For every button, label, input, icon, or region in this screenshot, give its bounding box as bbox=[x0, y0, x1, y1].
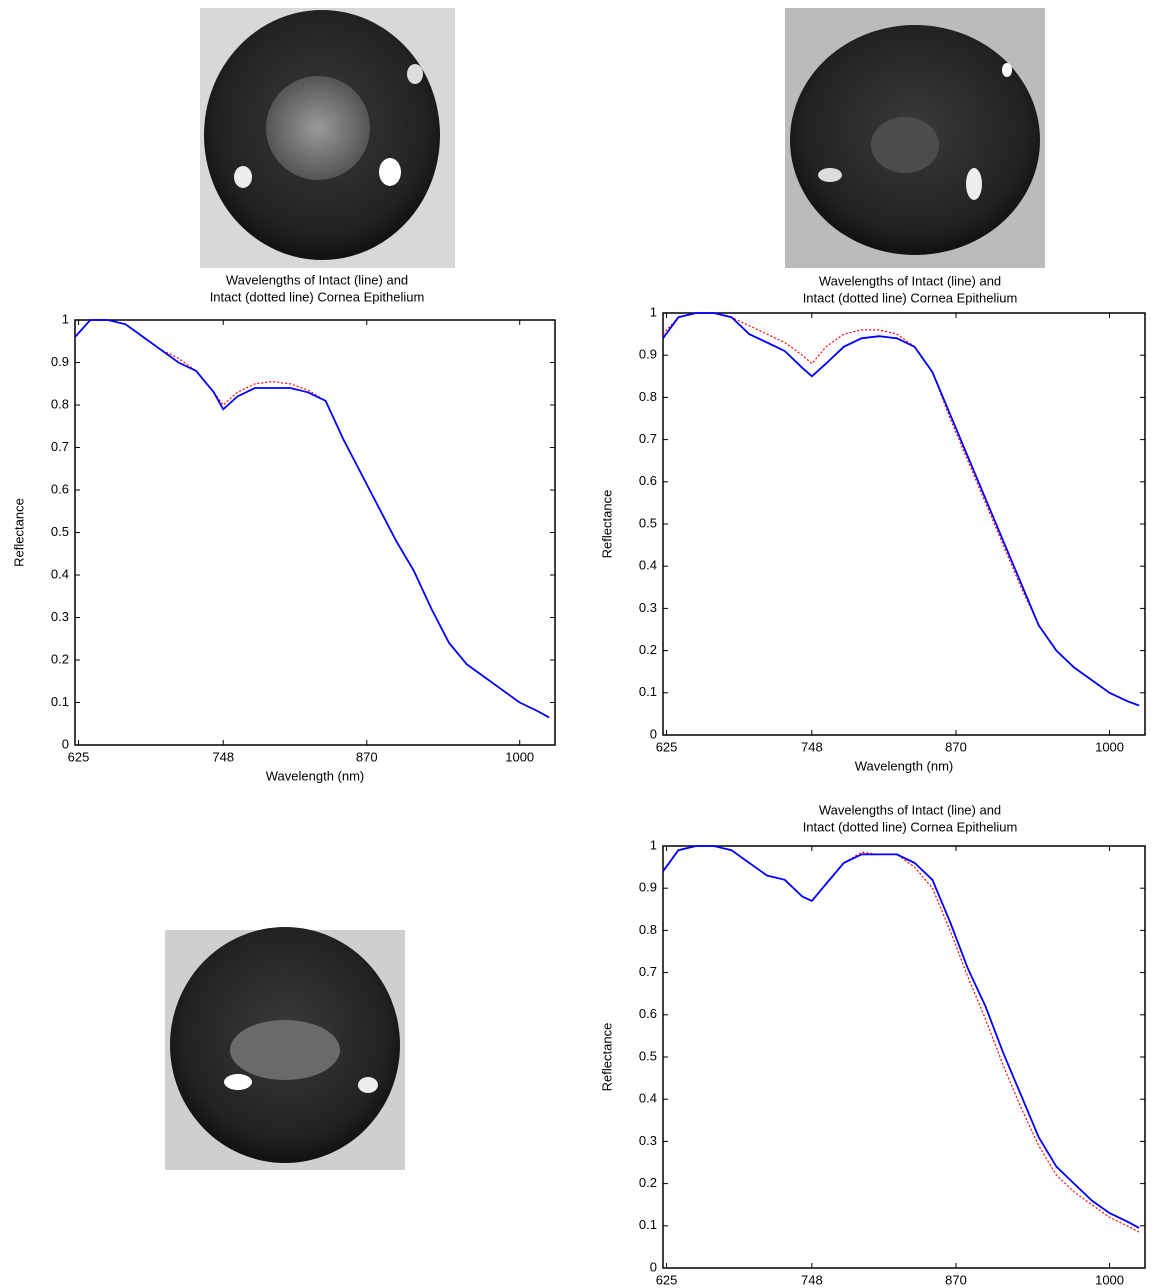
eye-photo bbox=[785, 8, 1045, 268]
y-tick-label: 0.7 bbox=[639, 964, 657, 979]
chart-title: Intact (dotted line) Cornea Epithelium bbox=[210, 289, 425, 304]
y-axis-label: Reflectance bbox=[11, 498, 26, 567]
y-tick-label: 0.4 bbox=[639, 558, 657, 573]
x-tick-label: 870 bbox=[945, 739, 967, 754]
y-tick-label: 0.9 bbox=[639, 880, 657, 895]
x-tick-label: 870 bbox=[945, 1272, 967, 1287]
y-tick-label: 0.8 bbox=[639, 922, 657, 937]
data-line bbox=[662, 845, 1140, 1229]
chart-title: Wavelengths of Intact (line) and bbox=[819, 273, 1001, 288]
x-axis-label: Wavelength (nm) bbox=[266, 768, 365, 783]
x-axis-label: Wavelength (nm) bbox=[855, 758, 954, 773]
y-tick-label: 0.6 bbox=[51, 481, 69, 496]
y-tick-label: 0.3 bbox=[639, 1133, 657, 1148]
data-line bbox=[74, 319, 550, 719]
y-tick-label: 0.3 bbox=[51, 609, 69, 624]
x-tick-label: 625 bbox=[656, 1272, 678, 1287]
x-tick-label: 870 bbox=[356, 749, 378, 764]
y-tick-label: 0.7 bbox=[639, 431, 657, 446]
y-axis-label: Reflectance bbox=[599, 490, 614, 559]
y-tick-label: 0.2 bbox=[639, 1175, 657, 1190]
y-tick-label: 1 bbox=[650, 837, 657, 852]
y-tick-label: 0.8 bbox=[639, 389, 657, 404]
x-tick-label: 625 bbox=[656, 739, 678, 754]
y-axis-label: Reflectance bbox=[599, 1023, 614, 1092]
x-tick-label: 625 bbox=[68, 749, 90, 764]
y-tick-label: 0 bbox=[650, 726, 657, 741]
plot-frame bbox=[662, 845, 1146, 1269]
data-line bbox=[662, 845, 1140, 1233]
y-tick-label: 0.6 bbox=[639, 1006, 657, 1021]
y-tick-label: 0 bbox=[62, 736, 69, 751]
y-tick-label: 0.2 bbox=[639, 642, 657, 657]
y-tick-label: 0.5 bbox=[639, 515, 657, 530]
y-tick-label: 0.1 bbox=[51, 694, 69, 709]
plot-frame bbox=[662, 312, 1146, 736]
y-tick-label: 0.6 bbox=[639, 473, 657, 488]
y-tick-label: 0.1 bbox=[639, 684, 657, 699]
data-line bbox=[662, 312, 1140, 707]
chart-title: Wavelengths of Intact (line) and bbox=[226, 272, 408, 287]
x-tick-label: 1000 bbox=[1095, 739, 1124, 754]
y-tick-label: 0 bbox=[650, 1259, 657, 1274]
data-line bbox=[74, 319, 550, 718]
y-tick-label: 0.9 bbox=[51, 354, 69, 369]
y-tick-label: 0.5 bbox=[51, 524, 69, 539]
y-tick-label: 0.8 bbox=[51, 396, 69, 411]
y-tick-label: 0.7 bbox=[51, 439, 69, 454]
x-tick-label: 1000 bbox=[1095, 1272, 1124, 1287]
plot-frame bbox=[74, 319, 556, 746]
y-tick-label: 0.1 bbox=[639, 1217, 657, 1232]
y-tick-label: 1 bbox=[650, 304, 657, 319]
eye-photo bbox=[200, 8, 455, 268]
y-tick-label: 0.2 bbox=[51, 651, 69, 666]
y-tick-label: 0.4 bbox=[51, 566, 69, 581]
y-tick-label: 0.5 bbox=[639, 1048, 657, 1063]
chart-title: Wavelengths of Intact (line) and bbox=[819, 802, 1001, 817]
x-tick-label: 748 bbox=[801, 1272, 823, 1287]
y-tick-label: 0.4 bbox=[639, 1091, 657, 1106]
y-tick-label: 0.9 bbox=[639, 347, 657, 362]
x-tick-label: 1000 bbox=[505, 749, 534, 764]
chart-title: Intact (dotted line) Cornea Epithelium bbox=[803, 819, 1018, 834]
eye-photo bbox=[165, 927, 405, 1170]
chart-title: Intact (dotted line) Cornea Epithelium bbox=[803, 290, 1018, 305]
y-tick-label: 1 bbox=[62, 311, 69, 326]
x-tick-label: 748 bbox=[212, 749, 234, 764]
data-line bbox=[662, 312, 1140, 707]
x-tick-label: 748 bbox=[801, 739, 823, 754]
y-tick-label: 0.3 bbox=[639, 600, 657, 615]
